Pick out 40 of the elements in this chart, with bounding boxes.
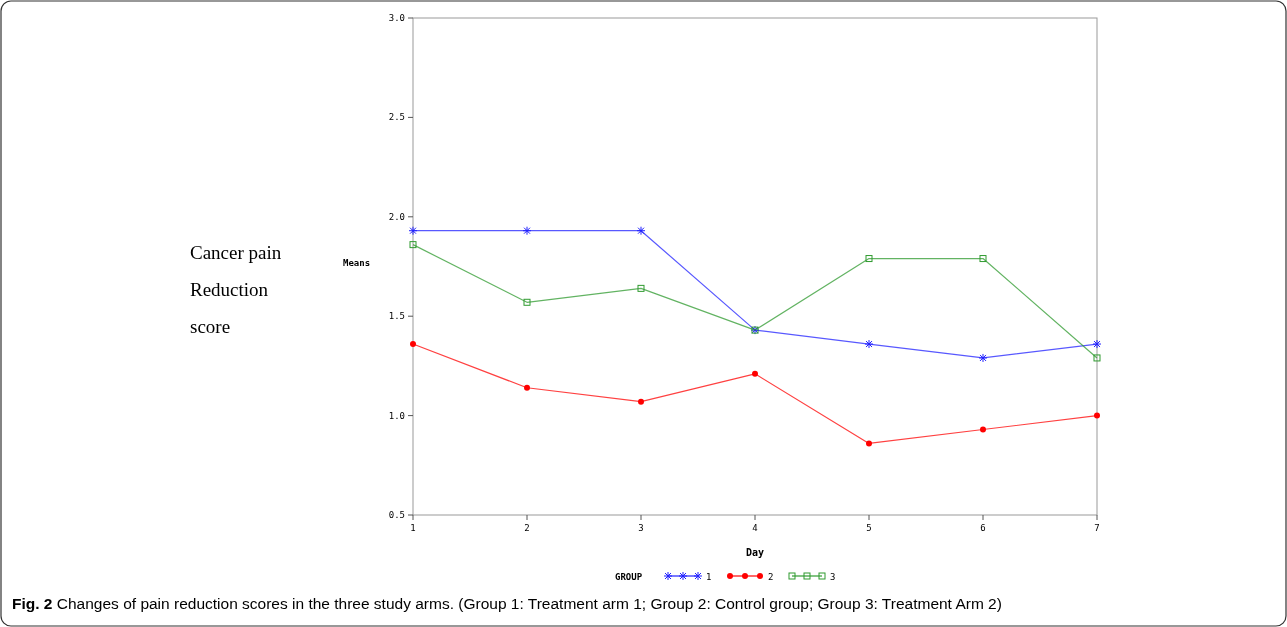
point — [1092, 339, 1102, 349]
x-tick-label: 1 — [410, 523, 416, 533]
y-axis-title: Means — [343, 258, 371, 268]
caption: Fig. 2 Changes of pain reduction scores in the three study arms. (Group 1: Treatment arm 1; Group 2: Control group; Group 3: Treatment Arm 2) — [12, 595, 1002, 612]
legend-label: 2 — [768, 572, 774, 582]
x-tick-label: 3 — [638, 523, 644, 533]
point — [1094, 412, 1100, 419]
y-tick-label: 3.0 — [388, 13, 405, 23]
legend-title: GROUP — [615, 572, 643, 582]
text: Cancer pain Reduction score — [190, 242, 282, 337]
point — [866, 440, 872, 447]
point — [638, 398, 644, 405]
point — [408, 226, 418, 236]
point — [636, 226, 646, 236]
x-tick-label: 5 — [866, 523, 872, 533]
point — [523, 298, 531, 306]
point — [1093, 354, 1101, 362]
point — [522, 226, 532, 236]
point — [752, 370, 758, 377]
point — [864, 339, 874, 349]
y-tick-label: 1.5 — [388, 311, 405, 322]
x-tick-label: 7 — [1094, 523, 1100, 533]
x-tick-label: 2 — [524, 523, 530, 533]
y-tick-label: 2.0 — [388, 211, 405, 222]
x-tick-label: 4 — [752, 523, 758, 533]
point — [637, 284, 645, 292]
y-tick-label: 0.5 — [388, 510, 405, 520]
point — [979, 255, 987, 263]
point — [980, 426, 986, 433]
x-tick-label: 6 — [980, 523, 986, 533]
y-tick-label: 1.0 — [388, 410, 405, 421]
point — [865, 255, 873, 263]
legend-label: 3 — [830, 572, 836, 582]
x-axis-title: Day — [745, 547, 765, 558]
point — [524, 384, 530, 391]
point — [978, 353, 988, 363]
legend-label: 1 — [706, 572, 712, 582]
point — [410, 341, 416, 348]
y-tick-label: 2.5 — [388, 112, 405, 123]
point — [409, 241, 417, 249]
